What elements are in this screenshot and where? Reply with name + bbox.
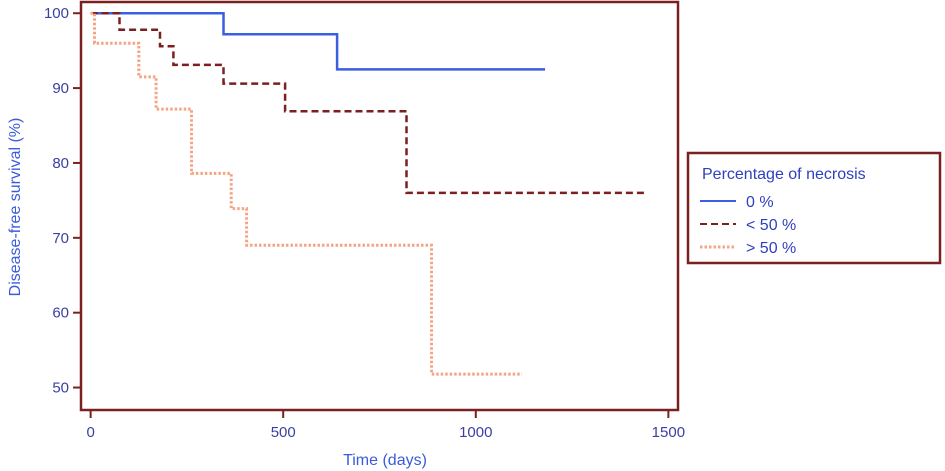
x-tick-label: 1000: [459, 424, 492, 441]
legend-label-0: 0 %: [746, 194, 774, 211]
legend-title: Percentage of necrosis: [702, 166, 866, 183]
y-tick-label: 70: [52, 230, 69, 247]
plot-frame: [79, 0, 680, 412]
y-tick-label: 100: [44, 5, 69, 22]
series-line-0: [90, 11, 546, 71]
x-tick-label: 1500: [652, 424, 685, 441]
legend-entries: 0 % < 50 % > 50 %: [700, 194, 796, 257]
legend-label-1: < 50 %: [746, 217, 796, 234]
y-tick-label: 80: [52, 155, 69, 172]
legend-box: [686, 151, 942, 265]
x-tick-label: 0: [86, 424, 94, 441]
y-tick-label: 60: [52, 305, 69, 322]
y-tick-label: 90: [52, 80, 69, 97]
x-axis-title: Time (days): [343, 452, 427, 469]
y-tick-label: 50: [52, 380, 69, 397]
legend-label-2: > 50 %: [746, 240, 796, 257]
y-axis-title: Disease-free survival (%): [7, 118, 24, 297]
ticks-layer: 0 500 1000 1500 50 60 70 80 90 100: [44, 5, 685, 441]
series-layer: [90, 11, 646, 376]
legend: Percentage of necrosis 0 % < 50 % > 50 %: [686, 151, 942, 265]
x-tick-label: 500: [271, 424, 296, 441]
series-line-2: [90, 11, 522, 376]
series-line-1: [90, 11, 646, 195]
